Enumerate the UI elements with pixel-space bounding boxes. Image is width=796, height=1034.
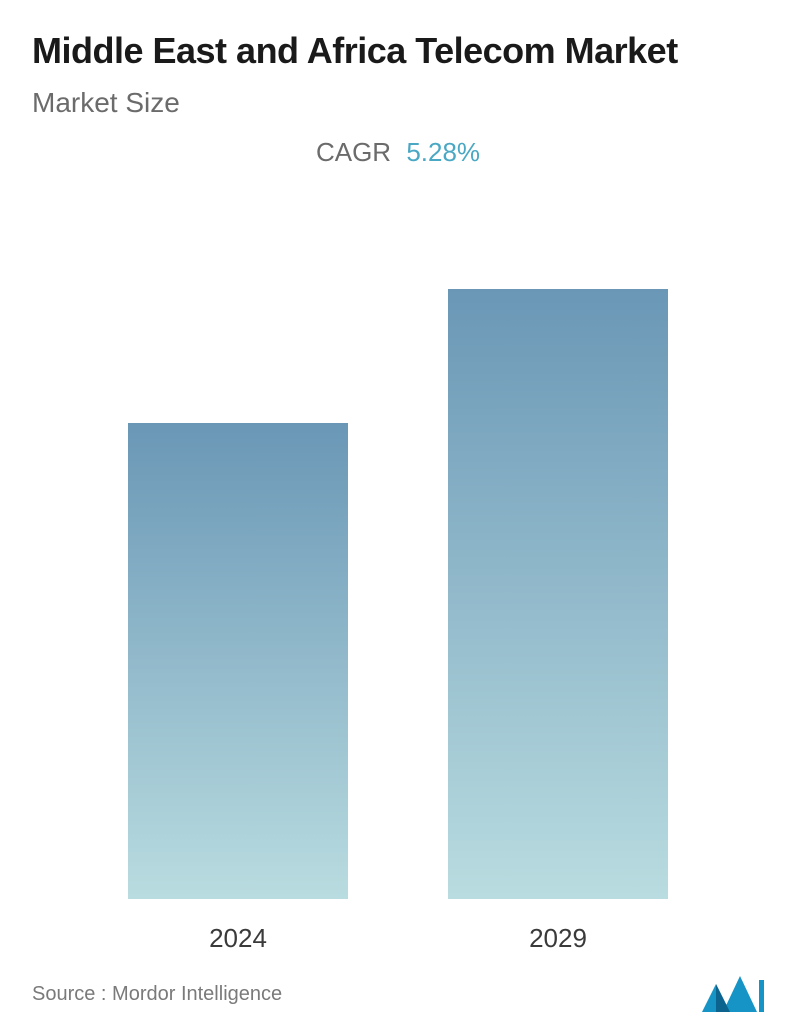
chart-area: 2024 2029: [32, 188, 764, 1034]
bar-group: 2024: [128, 423, 348, 954]
bar: [128, 423, 348, 899]
bar-label: 2024: [209, 923, 267, 954]
cagr-value: 5.28%: [406, 137, 480, 167]
brand-logo: [702, 976, 764, 1012]
chart-subtitle: Market Size: [32, 87, 764, 119]
bar: [448, 289, 668, 899]
bar-group: 2029: [448, 289, 668, 954]
cagr-row: CAGR 5.28%: [32, 137, 764, 168]
source-text: Source : Mordor Intelligence: [32, 983, 282, 1006]
bar-label: 2029: [529, 923, 587, 954]
cagr-label: CAGR: [316, 137, 391, 167]
chart-title: Middle East and Africa Telecom Market: [32, 28, 764, 73]
